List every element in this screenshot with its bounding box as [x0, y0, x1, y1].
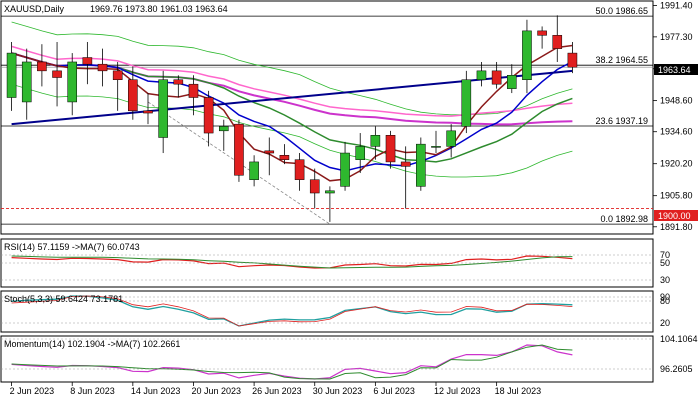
candle-body	[279, 155, 290, 160]
candle-body	[82, 57, 93, 65]
date-label: 12 Jul 2023	[434, 386, 481, 396]
price-tick-label: 1891.80	[660, 222, 693, 232]
candle-body	[552, 35, 563, 49]
candle-body	[461, 79, 472, 127]
date-label: 8 Jun 2023	[70, 386, 115, 396]
candle-body	[294, 159, 305, 180]
candle-body	[567, 52, 578, 68]
date-label: 30 Jun 2023	[313, 386, 363, 396]
candle-body	[249, 161, 259, 180]
candle-body	[112, 70, 123, 80]
rsi-label: RSI(14) 57.1159 ->MA(7) 60.0743	[4, 242, 140, 252]
candle-body	[537, 30, 547, 36]
candle-body	[446, 130, 456, 147]
candle-body	[37, 61, 47, 72]
candle-body	[476, 70, 487, 80]
candle-body	[128, 79, 138, 112]
stoch-label: Stoch(5,3,3) 59.6424 73.1781	[4, 294, 123, 304]
panel-tick-label: 50	[660, 258, 670, 268]
stoch-main-line	[11, 295, 573, 327]
date-label: 20 Jun 2023	[191, 386, 241, 396]
bollinger-upper-line	[11, 21, 573, 116]
rsi-ma-line	[11, 255, 573, 269]
candle-body	[309, 179, 320, 194]
date-label: 26 Jun 2023	[252, 386, 302, 396]
candle-body	[21, 61, 32, 103]
panel-tick-label: 104.1064	[660, 334, 698, 344]
symbol-header: XAUUSD,Daily	[4, 4, 65, 14]
bollinger-lower-line	[11, 83, 573, 178]
candle-body	[218, 126, 229, 132]
price-tick-label: 1977.30	[660, 32, 693, 42]
panel-tick-label: 20	[660, 318, 670, 328]
candle-body	[6, 52, 17, 98]
date-label: 2 Jun 2023	[10, 386, 55, 396]
alert-price-tag	[654, 210, 698, 221]
panel-tick-label: 70	[660, 250, 670, 260]
candle-body	[143, 110, 153, 114]
momentum-ma-line	[11, 344, 573, 380]
candle-body	[158, 79, 168, 138]
price-tick-label: 1920.20	[660, 159, 693, 169]
candle-body	[264, 150, 275, 154]
candle-body	[325, 190, 335, 194]
alert-price-label: 1900.00	[658, 211, 691, 221]
candle-body	[340, 152, 350, 187]
fib-label: 0.0 1892.98	[600, 214, 648, 224]
candle-body	[234, 123, 244, 176]
candle-body	[431, 146, 441, 148]
trend-line	[147, 101, 331, 225]
momentum-line	[11, 344, 573, 380]
price-tick-label: 1991.40	[660, 1, 693, 11]
candle-body	[52, 70, 62, 78]
candle-body	[97, 63, 108, 72]
price-tick-label: 1948.60	[660, 96, 693, 106]
fib-label: 38.2 1964.55	[595, 55, 648, 65]
price-tick-label: 1934.60	[660, 127, 693, 137]
candle-body	[491, 70, 502, 85]
candle-body	[400, 161, 411, 167]
candle-body	[385, 135, 396, 163]
panel-tick-label: 96.2605	[660, 364, 693, 374]
candle-body	[173, 79, 184, 85]
rsi-line	[11, 255, 573, 269]
price-tick-label: 1905.80	[660, 191, 693, 201]
fib-label: 50.0 1986.65	[595, 6, 648, 16]
current-price-tag	[654, 64, 698, 75]
panel-tick-label: 80	[660, 296, 670, 306]
candle-body	[67, 61, 78, 103]
ohlc-header: 1969.76 1973.80 1961.03 1963.64	[90, 4, 228, 14]
date-label: 18 Jul 2023	[495, 386, 542, 396]
date-label: 6 Jul 2023	[373, 386, 415, 396]
current-price-label: 1963.64	[658, 65, 691, 75]
momentum-label: Momentum(14) 102.1904 ->MA(7) 102.2661	[4, 339, 180, 349]
date-label: 14 Jun 2023	[131, 386, 181, 396]
candle-body	[522, 30, 532, 80]
momentum-panel	[0, 335, 654, 383]
candle-body	[370, 135, 381, 147]
fib-label: 23.6 1937.19	[595, 116, 648, 126]
candle-body	[355, 146, 366, 160]
candle-body	[203, 97, 214, 134]
candle-body	[506, 75, 517, 89]
panel-tick-label: 30	[660, 275, 670, 285]
candle-body	[188, 83, 199, 98]
candle-body	[416, 143, 426, 187]
main-panel	[0, 0, 654, 235]
panel-tick-label: 90	[660, 292, 670, 302]
